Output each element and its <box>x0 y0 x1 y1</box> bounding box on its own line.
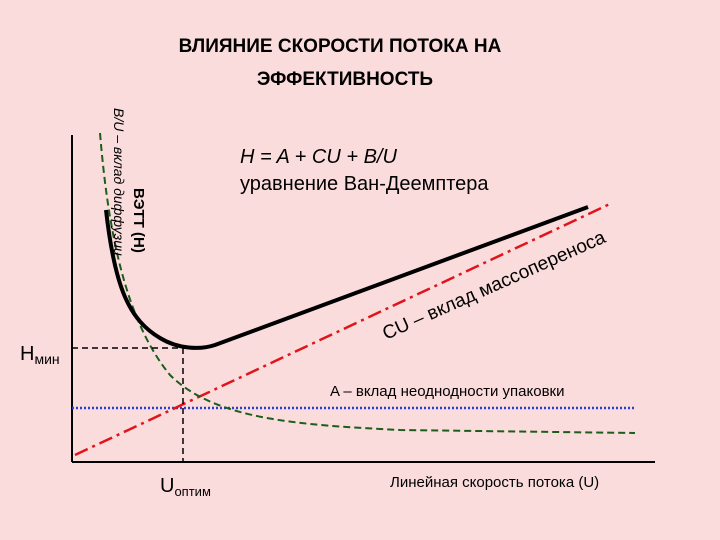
packing-label: A – вклад неоднодности упаковки <box>330 383 565 400</box>
equation-name: уравнение Ван-Деемптера <box>240 173 489 195</box>
u-opt-label: Uоптим <box>160 475 211 499</box>
u-opt-main: U <box>160 475 174 497</box>
u-opt-sub: оптим <box>174 484 210 499</box>
title-line: ВЛИЯНИЕ СКОРОСТИ ПОТОКА НА <box>179 36 502 57</box>
mass-transfer-term <box>74 201 613 457</box>
h-min-main: H <box>20 343 34 365</box>
x-axis-label: Линейная скорость потока (U) <box>390 474 599 491</box>
van-deemter-curve <box>104 205 589 350</box>
title-line: ЭФФЕКТИВНОСТЬ <box>257 69 433 90</box>
diffusion-label: B/U – вклад диффузии <box>111 108 127 256</box>
diffusion-term <box>99 132 636 434</box>
h-min-sub: мин <box>34 351 59 367</box>
y-axis-label: ВЭТТ (H) <box>130 188 147 253</box>
h-min-label: Hмин <box>20 343 60 367</box>
equation: H = A + CU + B/U <box>240 146 397 168</box>
